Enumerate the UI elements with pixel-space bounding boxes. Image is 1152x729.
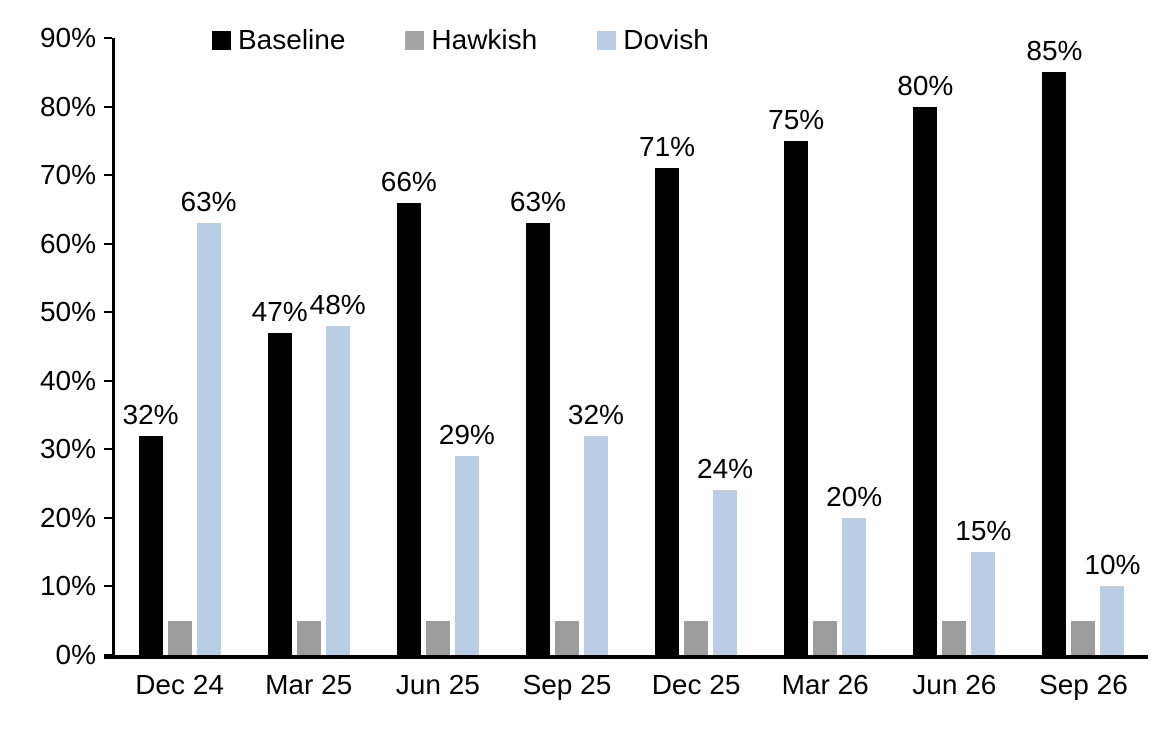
legend-item-baseline: Baseline bbox=[212, 26, 345, 54]
x-axis-label: Sep 26 bbox=[1039, 669, 1128, 700]
y-tick-label: 40% bbox=[39, 364, 96, 396]
x-axis-label: Dec 25 bbox=[651, 669, 741, 700]
baseline-bar: 32% bbox=[123, 400, 179, 655]
dovish-bar-label: 32% bbox=[567, 398, 624, 430]
dovish-bar-label: 20% bbox=[826, 480, 883, 512]
bar-group: 63% 32% bbox=[502, 38, 631, 655]
baseline-bar-label: 85% bbox=[1026, 35, 1083, 67]
y-tick-mark bbox=[104, 242, 112, 245]
y-tick-mark bbox=[104, 105, 112, 108]
hawkish-bar bbox=[167, 620, 192, 655]
bar-groups: 32% 63% 47% 48% 66% 29% 63% 32% 71% 24% 75% 20% 80% 1… bbox=[115, 37, 1148, 655]
y-tick-mark bbox=[104, 516, 112, 519]
x-axis-labels: Dec 24 Mar 25 Jun 25 Sep 25 Dec 25 Mar 26 Jun … bbox=[115, 671, 1148, 699]
baseline-bar-label: 66% bbox=[380, 165, 437, 197]
dovish-bar: 10% bbox=[1084, 551, 1140, 655]
baseline-bar: 75% bbox=[768, 105, 824, 655]
x-axis-label: Sep 25 bbox=[522, 669, 612, 700]
bar-group: 80% 15% bbox=[890, 38, 1019, 655]
legend-item-hawkish: Hawkish bbox=[405, 26, 537, 54]
x-axis-label: Mar 26 bbox=[781, 669, 869, 700]
bar-group: 85% 10% bbox=[1019, 37, 1148, 655]
x-axis-label: Jun 26 bbox=[912, 669, 997, 700]
y-tick-label: 50% bbox=[39, 296, 96, 328]
x-axis bbox=[104, 655, 1148, 659]
x-axis-label: Dec 24 bbox=[135, 669, 224, 700]
dovish-bar: 32% bbox=[568, 400, 624, 655]
hawkish-bar bbox=[296, 620, 321, 655]
y-tick-mark bbox=[104, 379, 112, 382]
baseline-bar: 85% bbox=[1026, 37, 1082, 655]
hawkish-bar bbox=[942, 620, 967, 655]
baseline-bar: 71% bbox=[639, 133, 695, 655]
hawkish-bar bbox=[425, 620, 450, 655]
y-tick-label: 10% bbox=[39, 570, 96, 602]
baseline-bar-label: 75% bbox=[768, 103, 825, 135]
x-axis-label: Mar 25 bbox=[265, 669, 353, 700]
plot-area: 32% 63% 47% 48% 66% 29% 63% 32% 71% 24% 75% 20% 80% 1… bbox=[104, 37, 1148, 659]
hawkish-bar bbox=[684, 620, 709, 655]
baseline-bar-label: 63% bbox=[509, 186, 566, 218]
chart-legend: Baseline Hawkish Dovish bbox=[212, 26, 709, 54]
y-axis bbox=[112, 38, 115, 655]
baseline-bar: 80% bbox=[897, 71, 953, 655]
bar-group: 66% 29% bbox=[373, 38, 502, 655]
y-tick-label: 0% bbox=[55, 639, 96, 670]
y-tick-label: 80% bbox=[39, 90, 96, 122]
legend-label: Hawkish bbox=[431, 24, 538, 55]
dovish-bar-label: 15% bbox=[955, 515, 1012, 547]
y-tick-label: 20% bbox=[39, 501, 96, 533]
baseline-bar: 66% bbox=[381, 167, 437, 655]
hawkish-bar bbox=[813, 620, 838, 655]
bar-group: 75% 20% bbox=[761, 38, 890, 655]
baseline-swatch-icon bbox=[212, 30, 231, 50]
baseline-bar-label: 80% bbox=[897, 69, 954, 101]
hawkish-bar bbox=[554, 620, 579, 655]
dovish-bar: 24% bbox=[697, 455, 753, 655]
baseline-bar: 63% bbox=[510, 188, 566, 655]
legend-label: Dovish bbox=[623, 24, 709, 55]
dovish-bar: 15% bbox=[955, 517, 1011, 655]
y-tick-mark bbox=[104, 174, 112, 177]
dovish-bar: 48% bbox=[310, 290, 366, 655]
y-tick-label: 60% bbox=[39, 227, 96, 259]
y-tick-label: 90% bbox=[39, 22, 96, 53]
legend-item-dovish: Dovish bbox=[597, 26, 709, 54]
dovish-bar: 63% bbox=[181, 188, 237, 655]
bar-group: 71% 24% bbox=[632, 38, 761, 655]
hawkish-bar bbox=[1071, 620, 1096, 655]
y-tick-label: 30% bbox=[39, 433, 96, 465]
bar-group: 32% 63% bbox=[115, 38, 244, 655]
x-axis-label: Jun 25 bbox=[395, 669, 480, 700]
dovish-bar-label: 48% bbox=[309, 288, 366, 320]
dovish-bar-label: 10% bbox=[1084, 549, 1141, 581]
baseline-bar-label: 47% bbox=[251, 295, 308, 327]
legend-label: Baseline bbox=[238, 24, 346, 55]
baseline-bar: 47% bbox=[252, 297, 308, 655]
bar-group: 47% 48% bbox=[244, 38, 373, 655]
y-tick-mark bbox=[104, 37, 112, 39]
hawkish-swatch-icon bbox=[405, 30, 425, 50]
y-tick-mark bbox=[104, 585, 112, 588]
dovish-bar: 29% bbox=[439, 421, 495, 655]
dovish-bar-label: 29% bbox=[438, 419, 495, 451]
dovish-bar-label: 63% bbox=[180, 186, 237, 218]
y-tick-label: 70% bbox=[39, 159, 96, 191]
baseline-bar-label: 32% bbox=[122, 398, 179, 430]
y-tick-mark bbox=[104, 311, 112, 314]
y-tick-mark bbox=[104, 448, 112, 451]
dovish-bar: 20% bbox=[826, 482, 882, 655]
dovish-bar-label: 24% bbox=[697, 453, 754, 485]
dovish-swatch-icon bbox=[597, 30, 617, 50]
baseline-bar-label: 71% bbox=[639, 131, 696, 163]
